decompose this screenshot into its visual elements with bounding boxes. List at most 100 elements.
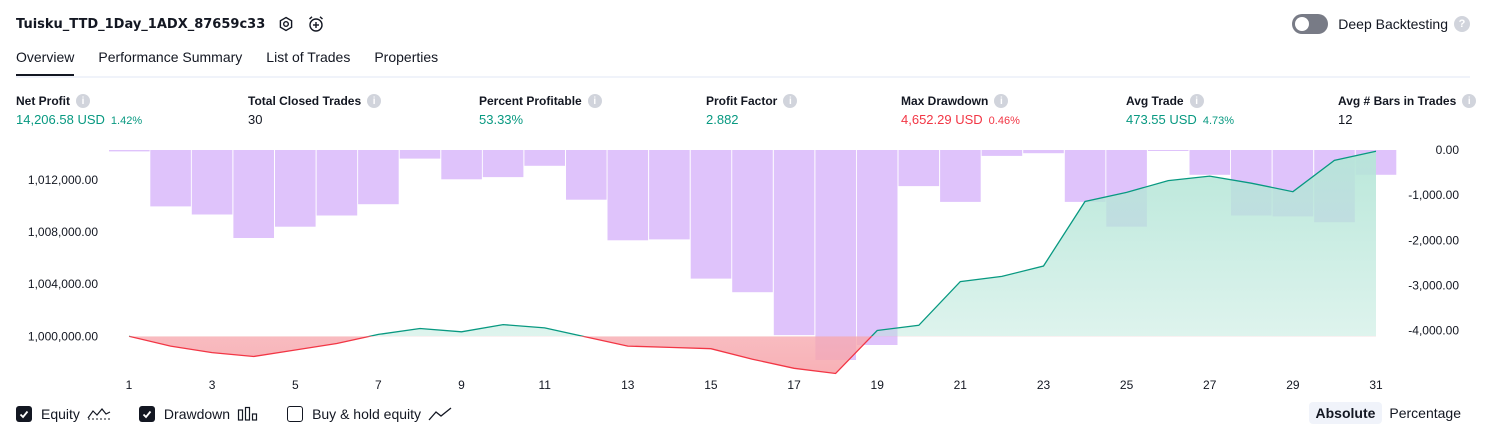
percentage-mode-button[interactable]: Percentage — [1389, 405, 1461, 421]
metric-value: 4,652.29 USD — [901, 112, 983, 127]
x-tick-label: 29 — [1286, 378, 1300, 392]
drawdown-bars-icon — [237, 406, 259, 422]
drawdown-checkbox[interactable] — [138, 406, 155, 422]
x-tick-label: 7 — [375, 378, 382, 392]
metric-label: Max Drawdown — [901, 94, 989, 108]
metric-percent: 1.42% — [110, 115, 143, 127]
help-icon[interactable]: ? — [1454, 16, 1470, 32]
right-tick-label: -1,000.00 — [1408, 188, 1459, 202]
tab-overview[interactable]: Overview — [16, 46, 75, 76]
drawdown-bar — [1147, 150, 1189, 151]
alarm-clock-plus-icon[interactable] — [307, 15, 325, 33]
equity-area — [129, 151, 1376, 374]
gear-icon[interactable] — [277, 15, 295, 33]
drawdown-bar — [109, 150, 150, 152]
legend-buy-hold-equity[interactable]: Buy & hold equity — [287, 406, 452, 422]
drawdown-bar — [690, 150, 732, 279]
metric-value: 12 — [1338, 112, 1353, 127]
info-icon[interactable]: i — [994, 94, 1009, 108]
metric-label: Total Closed Trades — [248, 94, 362, 108]
metric-net-profit: Net Profit i 14,206.58 USD 1.42% — [16, 93, 142, 127]
tab-properties[interactable]: Properties — [374, 49, 439, 65]
metric-max-drawdown: Max Drawdown i 4,652.29 USD 0.46% — [901, 93, 1020, 127]
left-axis: 1,000,000.00 1,004,000.00 1,008,000.00 1,01… — [28, 173, 98, 343]
deep-backtesting-label: Deep Backtesting — [1338, 16, 1448, 32]
info-icon[interactable]: i — [76, 94, 90, 108]
metric-avg-trade: Avg Trade i 473.55 USD 4.73% — [1126, 93, 1234, 127]
metric-total-closed-trades: Total Closed Trades i 30 — [248, 93, 382, 127]
drawdown-bar — [441, 150, 482, 180]
x-tick-label: 23 — [1037, 378, 1051, 392]
drawdown-bar — [275, 150, 316, 227]
metric-value: 53.33% — [479, 112, 524, 127]
absolute-mode-button[interactable]: Absolute — [1308, 402, 1383, 424]
equity-drawdown-chart[interactable]: 1,000,000.00 1,004,000.00 1,008,000.00 1,01… — [0, 140, 1486, 392]
metric-percent: 0.46% — [988, 115, 1020, 127]
metric-label: Net Profit — [16, 94, 70, 108]
drawdown-bar — [482, 150, 524, 178]
equity-line-negative — [128, 336, 873, 375]
x-tick-label: 17 — [787, 378, 801, 392]
left-tick-label: 1,000,000.00 — [28, 329, 98, 343]
chart-legend: Equity Drawdown Buy & hold equity — [16, 404, 480, 424]
value-mode-switch: Absolute Percentage — [1308, 402, 1469, 424]
drawdown-bar — [191, 150, 233, 215]
metric-value: 30 — [248, 112, 263, 127]
tab-performance-summary[interactable]: Performance Summary — [98, 49, 243, 65]
legend-drawdown[interactable]: Drawdown — [138, 406, 259, 422]
drawdown-bar — [358, 150, 399, 205]
drawdown-bar — [815, 150, 856, 360]
strategy-title: Tuisku_TTD_1Day_1ADX_87659c33 — [16, 16, 266, 32]
metric-percent-profitable: Percent Profitable i 53.33% — [479, 93, 602, 127]
tab-bar: Overview Performance Summary List of Tra… — [16, 46, 1470, 78]
legend-label: Buy & hold equity — [312, 406, 422, 422]
x-tick-label: 31 — [1369, 378, 1383, 392]
left-tick-label: 1,008,000.00 — [28, 225, 98, 239]
info-icon[interactable]: i — [783, 94, 798, 108]
metric-label: Avg Trade — [1126, 94, 1184, 108]
x-tick-label: 11 — [538, 378, 551, 392]
buy-hold-checkbox[interactable] — [287, 406, 304, 422]
x-tick-label: 19 — [871, 378, 885, 392]
x-tick-label: 21 — [954, 378, 968, 392]
x-tick-label: 27 — [1203, 378, 1217, 392]
strategy-header: Tuisku_TTD_1Day_1ADX_87659c33 — [16, 13, 325, 35]
left-tick-label: 1,012,000.00 — [28, 173, 98, 187]
drawdown-bar — [399, 150, 441, 159]
legend-equity[interactable]: Equity — [16, 406, 111, 422]
right-tick-label: -4,000.00 — [1408, 324, 1459, 338]
info-icon[interactable]: i — [367, 94, 382, 108]
deep-backtesting: Deep Backtesting ? — [1292, 14, 1470, 34]
drawdown-bar — [940, 150, 981, 202]
equity-line — [128, 150, 1377, 375]
metric-label: Profit Factor — [706, 94, 778, 108]
x-axis: 1 3 5 7 9 11 13 15 17 19 21 23 25 27 29 31 — [126, 378, 1383, 392]
x-tick-label: 13 — [621, 378, 635, 392]
deep-backtesting-toggle[interactable] — [1292, 14, 1329, 34]
legend-label: Drawdown — [163, 406, 231, 422]
info-icon[interactable]: i — [1462, 94, 1477, 108]
equity-area-negative — [129, 336, 1376, 374]
drawdown-bar — [773, 150, 815, 336]
right-axis: 0.00 -1,000.00 -2,000.00 -3,000.00 -4,000.00 — [1408, 143, 1459, 338]
drawdown-bar — [981, 150, 1023, 156]
info-icon[interactable]: i — [1189, 94, 1204, 108]
drawdown-bar — [1064, 150, 1106, 202]
drawdown-bar — [524, 150, 565, 166]
x-tick-label: 15 — [704, 378, 718, 392]
right-tick-label: -2,000.00 — [1408, 233, 1459, 247]
legend-label: Equity — [41, 406, 80, 422]
metric-label: Avg # Bars in Trades — [1338, 94, 1457, 108]
drawdown-bar — [856, 150, 898, 345]
equity-checkbox[interactable] — [16, 406, 32, 422]
metrics-row: Net Profit i 14,206.58 USD 1.42% Total Clo… — [0, 93, 1486, 129]
equity-line-positive — [128, 150, 1377, 337]
right-tick-label: -3,000.00 — [1408, 278, 1459, 292]
tab-list-of-trades[interactable]: List of Trades — [266, 49, 351, 65]
trend-line-icon — [428, 406, 452, 422]
x-tick-label: 1 — [126, 378, 133, 392]
info-icon[interactable]: i — [587, 94, 602, 108]
metric-percent: 4.73% — [1202, 115, 1235, 127]
equity-line-icon — [87, 406, 111, 422]
drawdown-bar — [316, 150, 358, 216]
